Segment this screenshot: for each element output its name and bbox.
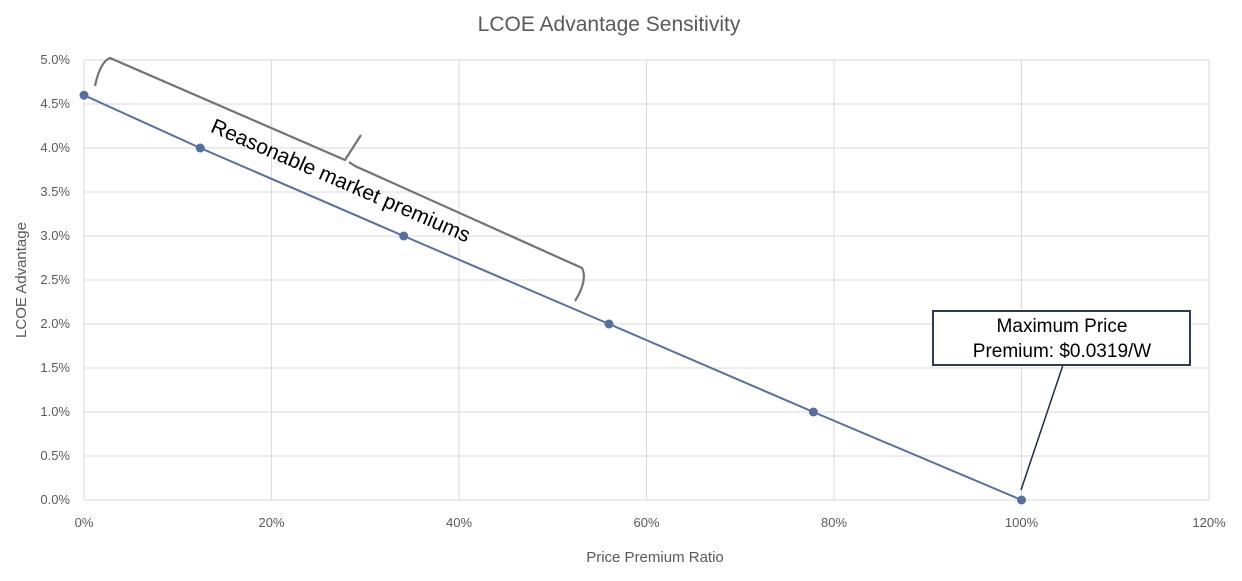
y-tick-label: 4.5%	[40, 96, 70, 111]
callout-box	[932, 310, 1191, 366]
data-point	[808, 407, 818, 417]
tick-labels: 0% 20% 40% 60% 80% 100% 120% 0.0% 0.5% 1.0% 1.5% 2.…	[40, 52, 1226, 530]
chart-title: LCOE Advantage Sensitivity	[478, 13, 741, 36]
callout-leader-line	[1020, 364, 1064, 491]
x-tick-label: 20%	[258, 515, 284, 530]
data-point	[195, 143, 205, 153]
x-tick-label: 40%	[446, 515, 472, 530]
y-tick-label: 3.0%	[40, 228, 70, 243]
callout-line-1: Maximum Price	[997, 316, 1128, 337]
data-point	[79, 90, 89, 100]
y-tick-label: 1.5%	[40, 360, 70, 375]
y-tick-label: 1.0%	[40, 404, 70, 419]
y-tick-label: 3.5%	[40, 184, 70, 199]
callout-line-2: Premium: $0.0319/W	[973, 341, 1152, 362]
gridlines	[83, 59, 1210, 501]
brace-annotation	[93, 56, 585, 302]
x-tick-label: 80%	[821, 515, 847, 530]
data-point	[399, 231, 409, 241]
y-tick-label: 5.0%	[40, 52, 70, 67]
data-point	[1017, 495, 1026, 505]
series-line	[83, 94, 1022, 501]
x-tick-label: 120%	[1192, 515, 1226, 530]
x-tick-label: 100%	[1005, 515, 1039, 530]
data-point	[604, 319, 614, 329]
y-tick-label: 0.5%	[40, 448, 70, 463]
y-tick-label: 0.0%	[40, 492, 70, 507]
y-tick-label: 4.0%	[40, 140, 70, 155]
brace-label: Reasonable market premiums	[207, 115, 473, 247]
series	[79, 90, 1026, 505]
y-tick-label: 2.0%	[40, 316, 70, 331]
x-tick-label: 0%	[75, 515, 94, 530]
y-tick-label: 2.5%	[40, 272, 70, 287]
y-axis-title: LCOE Advantage	[13, 222, 30, 338]
x-axis-title: Price Premium Ratio	[586, 549, 724, 566]
x-tick-label: 60%	[633, 515, 659, 530]
